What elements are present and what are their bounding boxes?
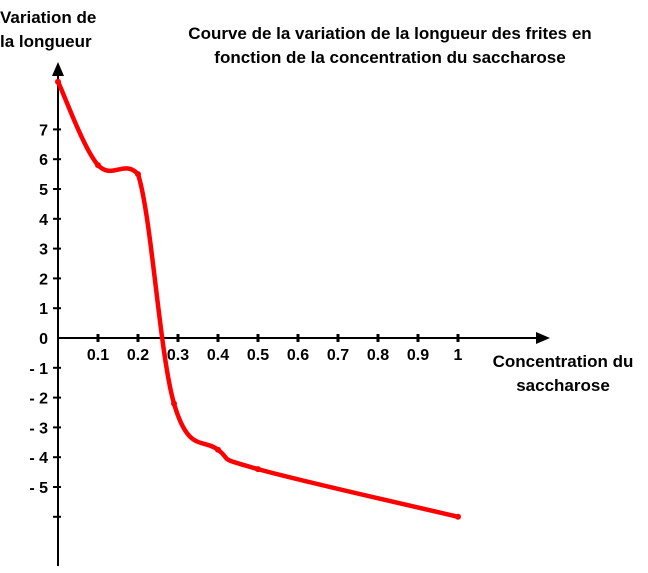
data-point	[171, 400, 177, 407]
y-tick-label: - 5	[29, 480, 48, 497]
x-tick-label: 0.1	[87, 347, 109, 364]
axes	[52, 62, 550, 566]
y-axis-label: Variation de la longueur	[0, 6, 118, 54]
y-tick-label: 0	[39, 331, 48, 348]
data-point	[95, 162, 101, 169]
y-axis-label-line-2: la longueur	[0, 32, 92, 51]
x-tick-label: 0.9	[407, 347, 429, 364]
x-axis-label: Concentration du saccharose	[478, 350, 648, 398]
chart-title-line-1: Courve de la variation de la longueur de…	[188, 24, 592, 43]
x-tick-label: 0.8	[367, 347, 389, 364]
y-tick-label: - 2	[29, 391, 48, 408]
y-tick-label: 5	[39, 182, 48, 199]
data-point	[255, 466, 261, 473]
x-tick-label: 0.3	[167, 347, 189, 364]
data-point	[455, 513, 461, 520]
x-tick-label: 0.6	[287, 347, 309, 364]
y-tick-label: 6	[39, 152, 48, 169]
data-point	[135, 171, 141, 178]
x-axis-label-line-2: saccharose	[516, 376, 610, 395]
y-tick-label: 1	[39, 301, 48, 318]
y-tick-label: 3	[39, 242, 48, 259]
x-axis-label-line-1: Concentration du	[492, 352, 634, 371]
x-tick-label: 0.7	[327, 347, 349, 364]
x-axis-arrow	[536, 332, 550, 344]
y-axis-arrow	[52, 62, 64, 76]
y-tick-label: 7	[39, 122, 48, 139]
data-point	[55, 78, 61, 85]
x-tick-label: 0.4	[207, 347, 229, 364]
y-tick-label: 4	[39, 212, 48, 229]
y-tick-label: - 3	[29, 420, 48, 437]
chart-title: Courve de la variation de la longueur de…	[150, 22, 630, 70]
series	[55, 78, 461, 520]
x-tick-label: 0.2	[127, 347, 149, 364]
y-ticks: 7 6 5 4 3 2 1 0 - 1 - 2 - 3 - 4 - 5	[29, 122, 61, 518]
y-axis-label-line-1: Variation de	[0, 8, 97, 27]
data-point	[215, 446, 221, 453]
chart-title-line-2: fonction de la concentration du saccharo…	[214, 48, 566, 67]
y-tick-label: - 4	[29, 450, 48, 467]
x-ticks: 0.1 0.2 0.3 0.4 0.5 0.6 0.7 0.8 0.9 1	[87, 334, 463, 364]
x-tick-label: 0.5	[247, 347, 269, 364]
x-tick-label: 1	[454, 347, 463, 364]
y-tick-label: - 1	[29, 361, 48, 378]
y-tick-label: 2	[39, 271, 48, 288]
series-line	[55, 79, 461, 520]
